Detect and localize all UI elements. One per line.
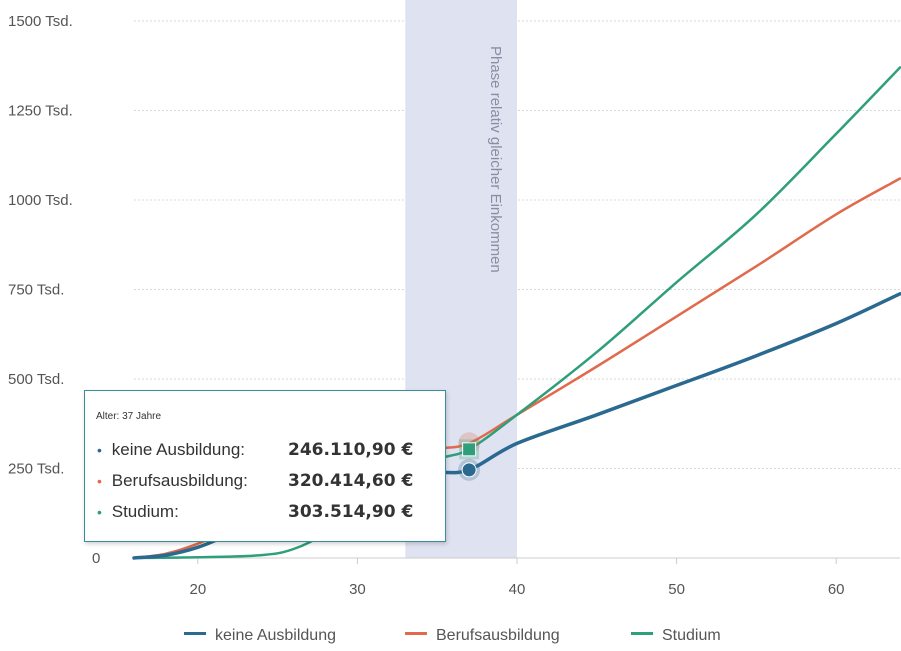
x-tick-label-0: 20: [189, 581, 206, 598]
legend-item-keine-ausbildung[interactable]: keine Ausbildung: [184, 627, 336, 645]
y-tick-label-2: 500 Tsd.: [8, 371, 64, 388]
marker-keine-ausbildung: [461, 462, 477, 478]
y-tick-label-6: 1500 Tsd.: [8, 13, 73, 30]
tooltip-value: 246.110,90 €: [288, 440, 414, 460]
marker-studium: [462, 442, 477, 457]
legend-label: Studium: [662, 627, 721, 644]
x-tick-label-4: 60: [828, 581, 845, 598]
y-tick-label-1: 250 Tsd.: [8, 461, 64, 478]
tooltip-header: Alter: 37 Jahre: [96, 411, 162, 422]
legend-label: keine Ausbildung: [215, 627, 336, 644]
legend-swatch-icon: [631, 632, 653, 636]
dot-icon: •: [97, 473, 102, 489]
line-chart: Phase relativ gleicher Einkommen 0 250 Ts…: [8, 0, 901, 598]
legend: keine Ausbildung Berufsausbildung Studiu…: [0, 625, 901, 651]
y-tick-label-0: 0: [92, 550, 100, 567]
tooltip-row-studium: • Studium:: [97, 502, 179, 522]
band-label: Phase relativ gleicher Einkommen: [487, 46, 504, 273]
y-tick-label-3: 750 Tsd.: [8, 282, 64, 299]
y-tick-label-5: 1250 Tsd.: [8, 103, 73, 120]
series-line-2: [132, 66, 901, 560]
tooltip: Alter: 37 Jahre • keine Ausbildung: 246.…: [84, 390, 446, 542]
legend-swatch-icon: [405, 632, 427, 636]
x-tick-label-2: 40: [509, 581, 526, 598]
legend-item-studium[interactable]: Studium: [631, 627, 721, 645]
hover-markers: [458, 432, 481, 481]
tooltip-label: keine Ausbildung:: [111, 440, 246, 459]
x-tick-label-3: 50: [668, 581, 685, 598]
dot-icon: •: [97, 442, 102, 458]
x-tick-label-1: 30: [349, 581, 366, 598]
tooltip-label: Berufsausbildung:: [111, 471, 248, 490]
y-axis-ticks: 0 250 Tsd. 500 Tsd. 750 Tsd. 1000 Tsd. 1250 T…: [8, 13, 100, 567]
x-axis-ticks: 20 30 40 50 60: [189, 558, 845, 598]
tooltip-value: 303.514,90 €: [288, 502, 414, 522]
legend-item-berufsausbildung[interactable]: Berufsausbildung: [405, 627, 560, 645]
tooltip-value: 320.414,60 €: [288, 471, 414, 491]
tooltip-row-keine-ausbildung: • keine Ausbildung:: [97, 440, 245, 460]
dot-icon: •: [97, 504, 102, 520]
legend-label: Berufsausbildung: [436, 627, 560, 644]
tooltip-row-berufsausbildung: • Berufsausbildung:: [97, 471, 248, 491]
y-tick-label-4: 1000 Tsd.: [8, 192, 73, 209]
tooltip-label: Studium:: [111, 502, 179, 521]
legend-swatch-icon: [184, 632, 206, 636]
